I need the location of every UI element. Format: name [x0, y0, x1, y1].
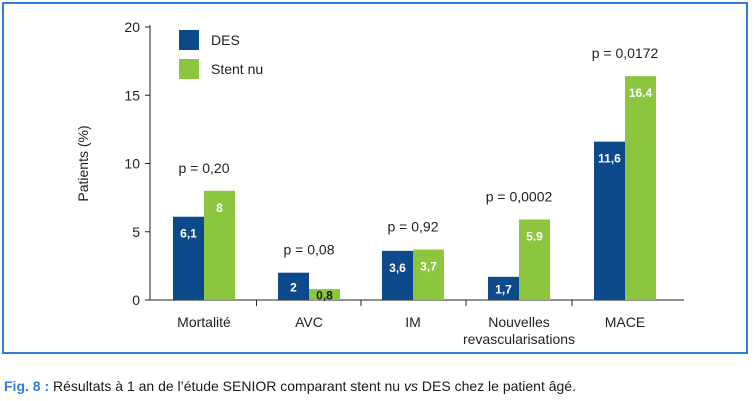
p-value-annotation: p = 0,92: [388, 218, 439, 234]
x-category-label: revascularisations: [463, 331, 575, 347]
y-axis-label: Patients (%): [75, 125, 91, 201]
y-tick-label: 15: [124, 87, 140, 103]
x-category-label: AVC: [295, 314, 323, 330]
bar-des: [488, 276, 519, 300]
bar-value-label: 8: [216, 201, 223, 215]
y-tick-label: 0: [132, 292, 140, 308]
bar-stent-nu: [413, 249, 444, 300]
legend-label: DES: [211, 32, 240, 48]
x-category-label: IM: [405, 314, 421, 330]
bar-des: [382, 250, 413, 300]
x-category-label: MACE: [605, 314, 645, 330]
bar-value-label: 16.4: [629, 86, 653, 100]
bar-chart: 0 5 10 15 20 Patients (%) 6,1 2 3,6 1,7 11,6 8 0,8 3,…: [75, 19, 684, 347]
y-tick-label: 20: [124, 19, 140, 35]
bar-value-label: 6,1: [180, 227, 197, 241]
bar-value-label: 1,7: [495, 282, 512, 296]
x-category-label: Mortalité: [177, 314, 231, 330]
bar-value-label: 5.9: [526, 229, 543, 243]
y-tick-label: 5: [132, 224, 140, 240]
bar-value-label: 11,6: [598, 152, 621, 166]
p-value-annotation: p = 0,0002: [486, 188, 553, 204]
caption-figure-number: Fig. 8 :: [4, 378, 50, 394]
bar-value-label: 2: [290, 280, 297, 294]
legend-swatch-stent-nu: [179, 59, 199, 79]
caption-text-part2: DES chez le patient âgé.: [418, 378, 576, 394]
bar-stent-nu: [519, 219, 550, 300]
chart-frame: 0 5 10 15 20 Patients (%) 6,1 2 3,6 1,7 11,6 8 0,8 3,…: [2, 2, 748, 354]
legend-swatch-des: [179, 30, 199, 50]
bar-value-label: 0,8: [316, 289, 333, 303]
legend-label: Stent nu: [211, 61, 263, 77]
figure-caption: Fig. 8 : Résultats à 1 an de l’étude SEN…: [4, 378, 576, 394]
bar-value-label: 3,6: [389, 261, 406, 275]
p-value-annotation: p = 0,20: [179, 160, 230, 176]
x-category-label: Nouvelles: [488, 314, 549, 330]
y-tick-label: 10: [124, 156, 140, 172]
bar-value-label: 3,7: [420, 259, 437, 273]
bar-stent-nu: [204, 190, 235, 300]
caption-text-part1: Résultats à 1 an de l’étude SENIOR compa…: [49, 378, 404, 394]
p-value-annotation: p = 0,0172: [592, 45, 659, 61]
bar-stent-nu: [309, 289, 340, 300]
bar-des: [278, 272, 309, 300]
bar-des: [173, 216, 204, 300]
p-value-annotation: p = 0,08: [284, 242, 335, 258]
caption-text-vs: vs: [404, 378, 418, 394]
bar-des: [594, 141, 625, 300]
bar-stent-nu: [625, 76, 656, 300]
